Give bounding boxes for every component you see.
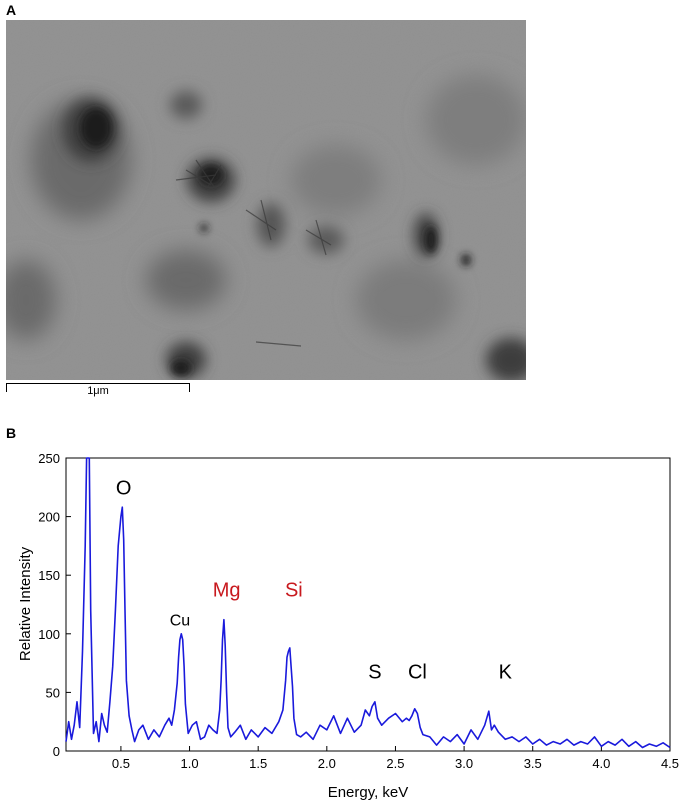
sem-micrograph	[6, 20, 526, 380]
x-tick-label: 4.5	[661, 756, 679, 771]
peak-label-mg: Mg	[213, 579, 241, 601]
x-tick-label: 0.5	[112, 756, 130, 771]
plot-frame	[65, 457, 671, 752]
eds-spectrum-chart: 0.5 1.0 1.5 2.0 2.5 3.0 3.5 4.0 4.5 0 50 100 150 200…	[17, 451, 679, 801]
peak-label-o: O	[116, 477, 132, 499]
peak-label-cu: Cu	[170, 613, 190, 630]
peak-label-cl: Cl	[408, 661, 427, 683]
y-tick-label: 250	[38, 451, 60, 466]
x-tick-label: 3.5	[524, 756, 542, 771]
peak-label-s: S	[368, 661, 381, 683]
spectrum-line	[65, 457, 671, 749]
y-tick-label: 50	[46, 685, 60, 700]
peak-label-si: Si	[285, 579, 303, 601]
x-tick-label: 2.0	[318, 756, 336, 771]
scale-bar-label: 1μm	[87, 385, 109, 397]
panel-a-label: A	[6, 2, 17, 18]
y-axis-label: Relative Intensity	[17, 546, 34, 661]
peak-label-k: K	[499, 661, 513, 683]
y-tick-label: 0	[53, 744, 60, 759]
y-tick-label: 100	[38, 627, 60, 642]
x-tick-label: 3.0	[455, 756, 473, 771]
x-axis-label: Energy, keV	[328, 784, 409, 801]
scale-bar: 1μm	[6, 380, 192, 402]
x-tick-label: 2.5	[386, 756, 404, 771]
y-tick-label: 150	[38, 568, 60, 583]
x-tick-label: 1.5	[249, 756, 267, 771]
y-tick-label: 200	[38, 510, 60, 525]
x-tick-label: 1.0	[181, 756, 199, 771]
x-tick-label: 4.0	[592, 756, 610, 771]
panel-b-label: B	[6, 425, 17, 441]
